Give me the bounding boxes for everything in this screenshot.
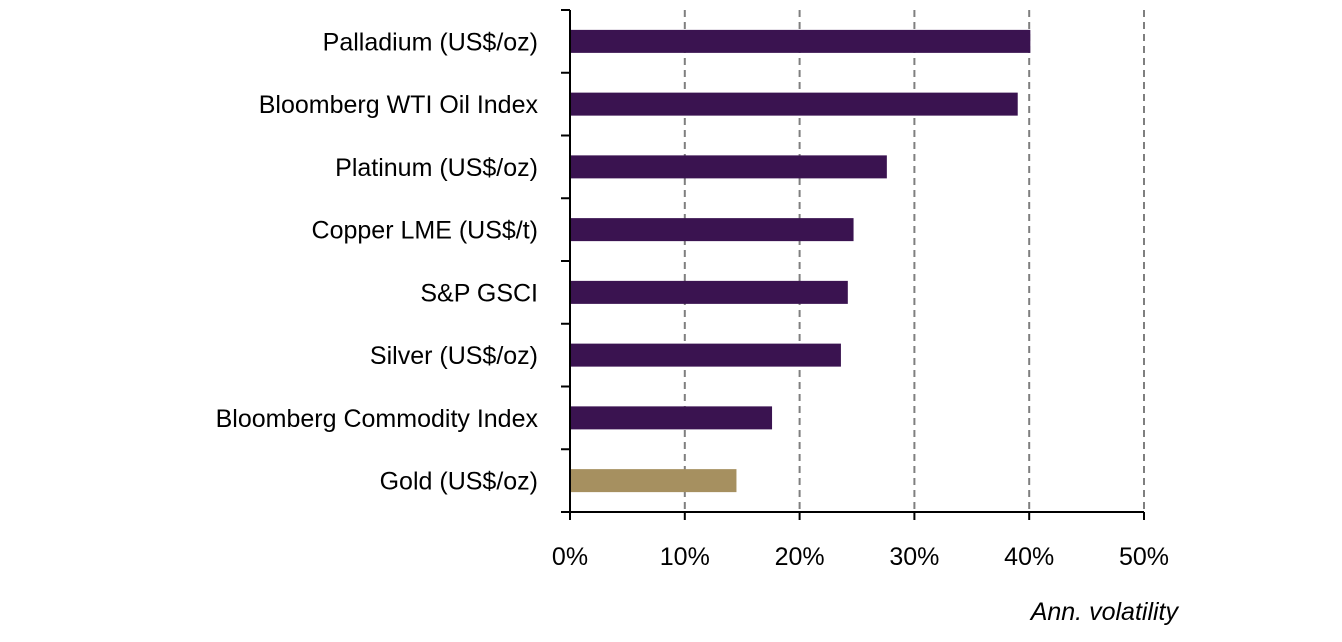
bar-3 — [570, 218, 854, 242]
x-tick-label-40: 40% — [1004, 543, 1054, 571]
category-label-2: Platinum (US$/oz) — [335, 154, 538, 182]
x-axis-title: Ann. volatility — [1029, 598, 1180, 626]
bars — [570, 29, 1031, 493]
bar-0 — [570, 29, 1031, 53]
x-tick-label-50: 50% — [1119, 543, 1169, 571]
x-tick-labels: 0% 10% 20% 30% 40% 50% — [552, 543, 1169, 571]
category-label-6: Bloomberg Commodity Index — [216, 405, 539, 433]
category-label-4: S&P GSCI — [420, 279, 538, 307]
category-labels: Palladium (US$/oz) Bloomberg WTI Oil Inde… — [216, 28, 539, 495]
category-label-3: Copper LME (US$/t) — [312, 217, 538, 245]
axes — [561, 9, 1145, 520]
x-tick-label-30: 30% — [889, 543, 939, 571]
category-label-0: Palladium (US$/oz) — [323, 28, 538, 56]
category-label-7: Gold (US$/oz) — [380, 468, 538, 496]
bar-5 — [570, 343, 841, 367]
category-label-5: Silver (US$/oz) — [370, 342, 538, 370]
x-tick-label-0: 0% — [552, 543, 588, 571]
x-tick-label-20: 20% — [775, 543, 825, 571]
bar-7 — [570, 469, 737, 493]
x-tick-label-10: 10% — [660, 543, 710, 571]
bar-4 — [570, 280, 848, 304]
bar-2 — [570, 155, 887, 179]
bar-1 — [570, 92, 1018, 116]
gridlines — [683, 10, 1145, 512]
bar-6 — [570, 406, 773, 430]
category-label-1: Bloomberg WTI Oil Index — [259, 91, 539, 119]
